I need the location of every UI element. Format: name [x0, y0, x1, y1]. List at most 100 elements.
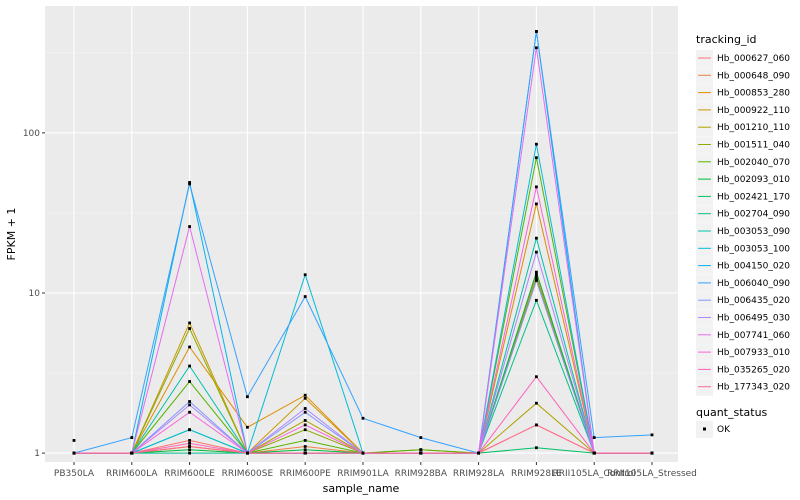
x-tick-label: RRIM928LA	[453, 469, 505, 479]
data-points	[72, 30, 654, 455]
legend-label: Hb_001210_110	[717, 123, 790, 133]
data-point	[188, 225, 191, 228]
x-axis-title: sample_name	[323, 482, 400, 495]
data-point	[419, 451, 423, 455]
x-tick-label: RRIM600SE	[222, 469, 274, 479]
data-point	[477, 451, 480, 455]
x-tick-label: RRIM928BA	[395, 469, 448, 479]
data-point	[361, 416, 365, 420]
y-axis-title: FPKM + 1	[5, 208, 18, 261]
data-point	[303, 410, 307, 414]
data-point	[650, 433, 654, 437]
legend-label: Hb_003053_090	[717, 227, 790, 237]
data-point	[246, 425, 249, 429]
legend-label: Hb_002093_010	[717, 175, 790, 185]
y-tick-label: 1	[34, 449, 40, 459]
legend-key-point	[703, 427, 706, 431]
data-point	[361, 451, 365, 455]
data-point	[188, 182, 191, 186]
data-point	[535, 276, 538, 279]
y-axis: 1 10 100	[23, 129, 45, 459]
data-point	[303, 407, 307, 410]
data-point	[303, 428, 307, 432]
legend-item: Hb_177343_020	[696, 378, 790, 396]
legend-label: Hb_177343_020	[717, 383, 790, 393]
data-point	[535, 156, 538, 160]
legend-item: Hb_004150_020	[696, 257, 790, 275]
data-point	[188, 321, 191, 325]
data-point	[130, 436, 134, 439]
legend-item: Hb_006435_020	[696, 292, 790, 310]
legend-label: Hb_001511_040	[717, 141, 790, 151]
x-tick-label: RRIM600LA	[106, 469, 158, 479]
legend-label: Hb_002704_090	[717, 210, 790, 220]
legend-item: Hb_006495_030	[696, 309, 790, 327]
y-tick-label: 100	[23, 129, 40, 139]
data-point	[72, 439, 76, 442]
data-point	[535, 423, 538, 427]
grid-lines	[45, 6, 678, 462]
data-point	[535, 270, 538, 274]
legend-label: Hb_002421_170	[717, 192, 790, 202]
data-point	[188, 445, 191, 448]
data-point	[592, 436, 596, 439]
x-tick-label: RRIM600LE	[164, 469, 215, 479]
data-point	[188, 181, 191, 184]
data-point	[303, 423, 307, 427]
legend-label: Hb_000627_060	[717, 54, 790, 64]
data-point	[188, 327, 191, 330]
data-point	[246, 395, 249, 399]
legend-label: Hb_007933_010	[717, 348, 790, 358]
data-point	[303, 445, 307, 448]
shape-legend-item: OK	[696, 421, 731, 438]
data-point	[188, 380, 191, 383]
legend-item: Hb_002421_170	[696, 188, 790, 206]
legend-label: Hb_006435_020	[717, 296, 790, 306]
legend-item: Hb_007933_010	[696, 344, 790, 362]
legend-item: Hb_003053_100	[696, 240, 790, 258]
data-point	[188, 441, 191, 445]
legend-item: Hb_002704_090	[696, 205, 790, 223]
data-point	[535, 401, 538, 405]
data-point	[535, 273, 538, 277]
legend-item: Hb_007741_060	[696, 326, 790, 344]
legend-item: Hb_001511_040	[696, 136, 790, 154]
legend-label: Hb_000922_110	[717, 106, 790, 116]
legend-item: Hb_000627_060	[696, 50, 790, 67]
data-point	[303, 448, 307, 452]
data-point	[535, 46, 538, 50]
data-point	[188, 448, 191, 452]
data-point	[246, 451, 249, 455]
data-point	[535, 298, 538, 302]
data-point	[535, 236, 538, 240]
data-point	[303, 393, 307, 397]
legend-item: Hb_002040_070	[696, 153, 790, 171]
data-point	[535, 185, 538, 189]
data-point	[72, 451, 76, 455]
data-point	[535, 250, 538, 254]
legend-label: OK	[717, 425, 731, 435]
data-point	[535, 375, 538, 379]
legend-item: Hb_006040_090	[696, 274, 790, 292]
data-point	[303, 273, 307, 277]
legend: tracking_id Hb_000627_060 Hb_000648_090 Hb…	[696, 33, 790, 438]
x-tick-label: PB350LA	[54, 469, 95, 479]
legend-item: Hb_002093_010	[696, 171, 790, 189]
x-tick-label: RRII105LA_Control	[552, 469, 635, 479]
data-point	[650, 451, 654, 455]
shape-legend-title: quant_status	[696, 406, 768, 419]
legend-label: Hb_000648_090	[717, 71, 790, 81]
data-point	[188, 428, 191, 432]
data-point	[535, 30, 538, 33]
x-tick-label: RRIM928LE	[511, 469, 562, 479]
legend-label: Hb_002040_070	[717, 158, 790, 168]
legend-label: Hb_007741_060	[717, 331, 790, 341]
legend-title: tracking_id	[696, 33, 757, 46]
data-point	[303, 439, 307, 442]
data-point	[303, 419, 307, 422]
legend-label: Hb_006040_090	[717, 279, 790, 289]
data-point	[188, 410, 191, 414]
data-point	[188, 364, 191, 368]
legend-item: Hb_000648_090	[696, 67, 790, 85]
y-tick-label: 10	[29, 289, 41, 299]
